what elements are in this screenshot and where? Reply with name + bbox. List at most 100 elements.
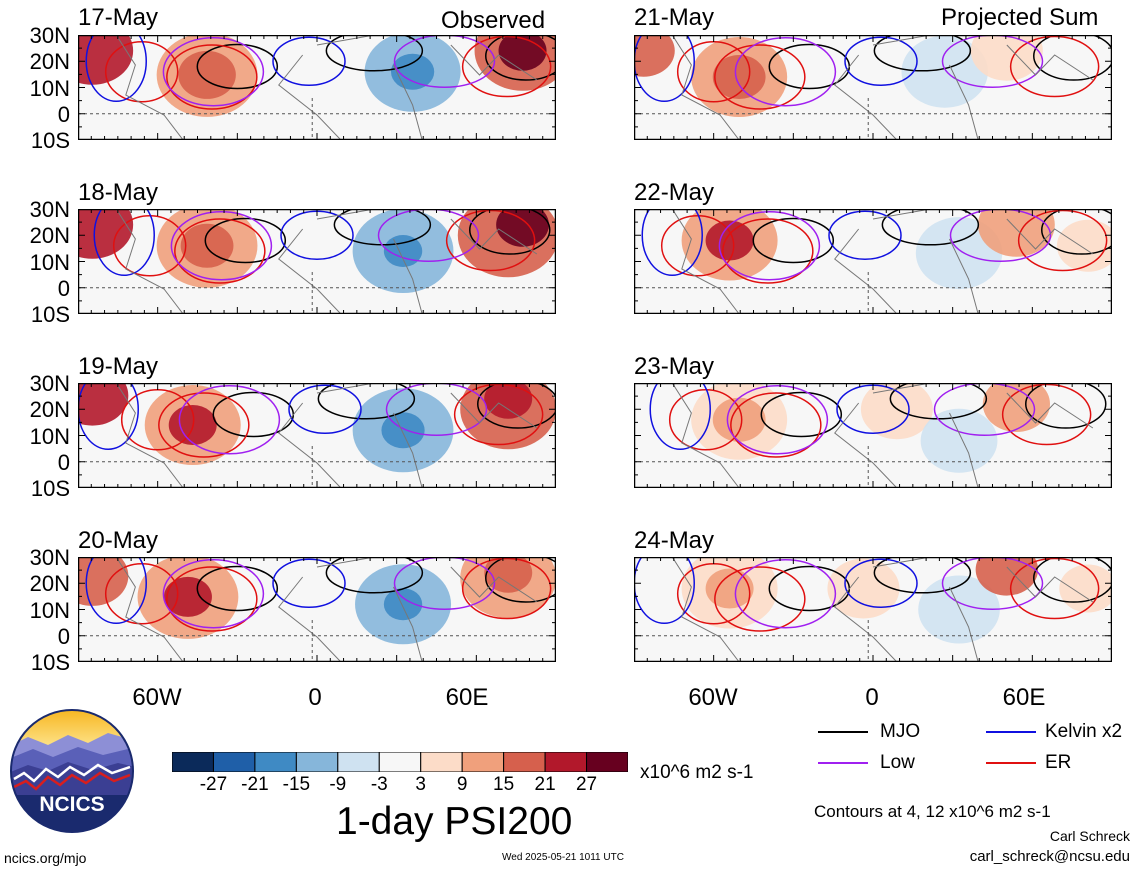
anomaly-shading (1059, 564, 1112, 613)
panel-date-label: 17-May (78, 4, 159, 31)
lat-label: 10S (30, 128, 70, 154)
colorbar-swatch (172, 752, 214, 772)
er-legend-line (986, 762, 1036, 764)
colorbar-tick-label: -3 (370, 774, 388, 795)
anomaly-shading (496, 209, 549, 247)
anomaly-shading (705, 220, 754, 261)
contour-line (734, 559, 837, 629)
site-link[interactable]: ncics.org/mjo (4, 850, 87, 866)
anomaly-shading (78, 383, 129, 426)
low-legend-line (818, 762, 868, 764)
panel-date-label: 24-May (634, 527, 715, 554)
colorbar-tick-label: 15 (493, 774, 515, 795)
colorbar-tick-label: 21 (534, 774, 556, 795)
lat-label: 30N (29, 371, 70, 396)
lat-label: 30N (29, 197, 70, 222)
low-legend-label: Low (880, 752, 915, 773)
anomaly-shading (484, 557, 533, 593)
contour-line (325, 35, 424, 72)
anomaly-shading (970, 35, 1043, 81)
lat-label: 10S (30, 476, 70, 502)
colorbar-swatch (503, 752, 546, 772)
lat-label: 0 (57, 275, 70, 301)
contour-line (1041, 209, 1112, 255)
anomaly-shading (383, 588, 423, 621)
contour-line (162, 559, 265, 629)
lat-label: 30N (29, 23, 70, 48)
anomaly-shading (712, 397, 766, 442)
colorbar-tick-label: -9 (329, 774, 347, 795)
contour-line (445, 209, 536, 272)
anomaly-shading (975, 557, 1039, 596)
contour-line (660, 215, 735, 277)
contour-line (158, 392, 250, 458)
contour-line (1009, 35, 1100, 98)
anomaly-shading (381, 412, 425, 449)
anomaly-shading (78, 557, 129, 606)
colorbar-swatch (544, 752, 588, 772)
contour-line (1017, 209, 1108, 272)
contour-line (453, 383, 544, 446)
contour-line (641, 209, 703, 276)
contour-line (178, 385, 281, 455)
panel-date-label: 19-May (78, 353, 159, 380)
coastline (671, 35, 1094, 140)
lat-label: 0 (57, 449, 70, 475)
coastline (671, 209, 1094, 314)
anomaly-shading (827, 558, 900, 619)
contour-line (93, 209, 155, 276)
colorbar (172, 752, 628, 772)
map-panel (634, 557, 1112, 662)
contour-line (174, 218, 266, 284)
contour-line (485, 35, 556, 81)
coastline (115, 557, 538, 662)
colorbar-tick-label: 27 (575, 774, 598, 795)
lat-label: 10S (30, 302, 70, 328)
contour-line (734, 37, 837, 107)
lat-label: 0 (57, 623, 70, 649)
contour-line (104, 563, 179, 625)
contour-line (881, 209, 980, 246)
timestamp: Wed 2025-05-21 1011 UTC (502, 852, 624, 863)
colorbar-swatch (378, 752, 422, 772)
map-panel (634, 35, 1112, 140)
contour-line (325, 557, 424, 594)
anomaly-shading (178, 50, 236, 99)
lon-label: 60W (132, 684, 182, 711)
contour-line (828, 210, 902, 260)
contour-line (714, 566, 806, 632)
logo-text: NCICS (39, 793, 104, 816)
lat-label: 20N (29, 223, 70, 249)
anomaly-shading (712, 55, 766, 99)
colorbar-swatch (254, 752, 297, 772)
lat-label: 0 (57, 101, 70, 127)
lat-label: 20N (29, 49, 70, 75)
lat-label: 10N (29, 75, 70, 101)
contour-line (196, 43, 279, 90)
anomaly-shading (163, 576, 212, 617)
projected-sum-label: Projected Sum (941, 4, 1099, 31)
anomaly-shading (918, 575, 1000, 644)
author-email: carl_schreck@ncsu.edu (969, 848, 1130, 865)
lon-label: 0 (308, 684, 322, 711)
contour-line (85, 557, 147, 624)
contour-line (170, 211, 273, 281)
anomaly-shading (484, 383, 533, 419)
colorbar-swatch (586, 752, 628, 772)
author-name: Carl Schreck (1049, 828, 1130, 844)
contour-line (730, 392, 822, 458)
contour-line (1033, 557, 1112, 603)
lon-label: 60W (688, 684, 738, 711)
anomaly-shading (982, 383, 1050, 432)
contour-line (722, 218, 814, 284)
contour-line (461, 35, 552, 98)
contour-line (288, 384, 362, 434)
colorbar-swatch (295, 752, 339, 772)
colorbar-swatch (212, 752, 256, 772)
lat-label: 10N (29, 597, 70, 623)
lon-label: 60E (1002, 684, 1046, 711)
contour-line (272, 558, 346, 608)
panel-date-label: 18-May (78, 179, 159, 206)
contour-line (166, 44, 258, 110)
kelvin-legend-label: Kelvin x2 (1045, 721, 1123, 742)
